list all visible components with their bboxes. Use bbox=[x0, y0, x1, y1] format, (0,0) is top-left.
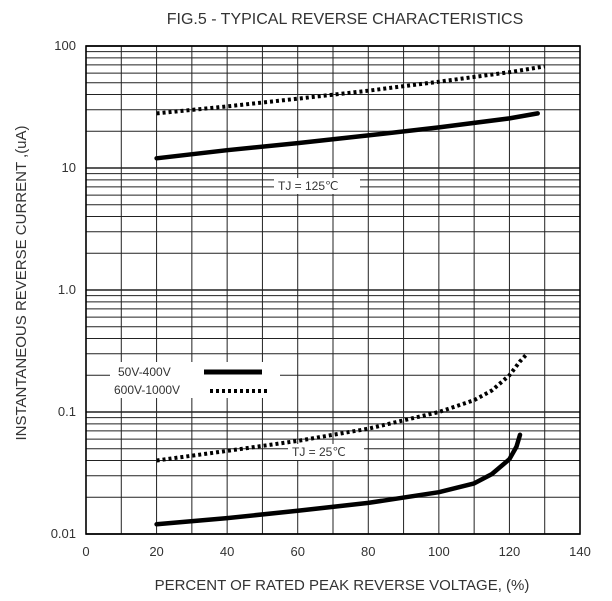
legend-bg bbox=[110, 362, 280, 398]
x-tick-label: 40 bbox=[220, 544, 234, 559]
x-tick-labels: 0 20 40 60 80 100 120 140 bbox=[82, 544, 590, 559]
x-axis-title: PERCENT OF RATED PEAK REVERSE VOLTAGE, (… bbox=[155, 577, 530, 594]
series-group bbox=[154, 64, 546, 527]
legend: 50V-400V 600V-1000V bbox=[110, 362, 280, 398]
y-tick-label: 0.1 bbox=[58, 404, 76, 419]
y-axis-title: INSTANTANEOUS REVERSE CURRENT ,(uA) bbox=[13, 125, 30, 440]
x-tick-label: 120 bbox=[499, 544, 521, 559]
y-tick-label: 100 bbox=[54, 38, 76, 53]
y-tick-label: 10 bbox=[62, 160, 76, 175]
annotation-tj-25: TJ = 25℃ bbox=[292, 445, 346, 459]
series-line-50v-400v-125c bbox=[154, 111, 540, 161]
series-line-600v-1000v-125c bbox=[156, 64, 546, 116]
note-25-bg bbox=[288, 444, 364, 460]
y-tick-label: 1.0 bbox=[58, 282, 76, 297]
y-tick-labels: 0.01 0.1 1.0 10 100 bbox=[51, 38, 76, 541]
annotation-tj-125: TJ = 125℃ bbox=[278, 179, 339, 193]
x-tick-label: 140 bbox=[569, 544, 591, 559]
plot-frame bbox=[85, 45, 581, 535]
x-tick-label: 100 bbox=[428, 544, 450, 559]
grid-group bbox=[85, 45, 581, 535]
legend-label-50v-400v: 50V-400V bbox=[118, 365, 171, 379]
x-tick-label: 80 bbox=[361, 544, 375, 559]
x-tick-label: 60 bbox=[290, 544, 304, 559]
y-tick-label: 0.01 bbox=[51, 526, 76, 541]
x-tick-label: 0 bbox=[82, 544, 89, 559]
note-125-bg bbox=[274, 178, 360, 194]
series-line-50v-400v-25c bbox=[154, 432, 523, 527]
chart-title: FIG.5 - TYPICAL REVERSE CHARACTERISTICS bbox=[167, 11, 524, 28]
legend-label-600v-1000v: 600V-1000V bbox=[114, 383, 180, 397]
x-tick-label: 20 bbox=[149, 544, 163, 559]
